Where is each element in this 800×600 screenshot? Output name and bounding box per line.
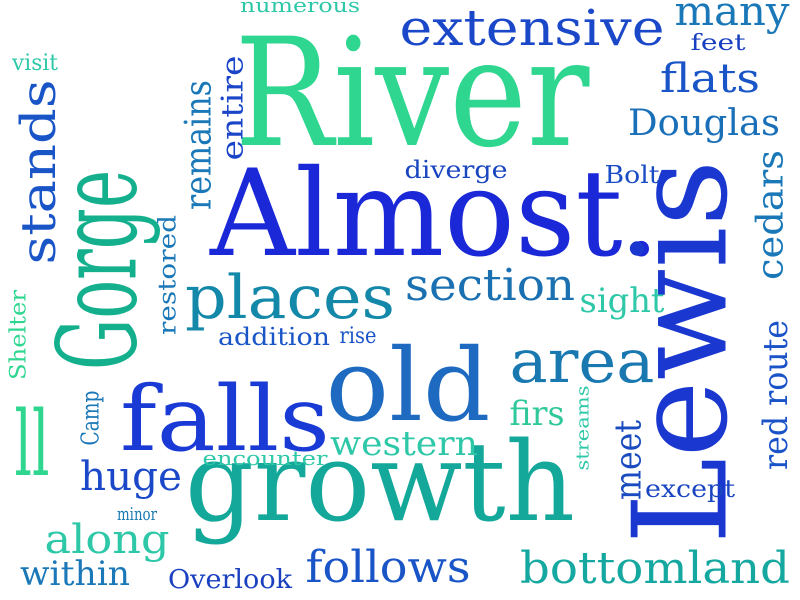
word: encounter: [203, 446, 329, 470]
word: numerous: [240, 0, 360, 17]
word: addition: [218, 323, 330, 351]
word: many: [675, 0, 790, 35]
word: Overlook: [168, 565, 292, 595]
word: bottomland: [520, 543, 790, 594]
word: Shelter: [7, 289, 32, 380]
word: follows: [306, 542, 471, 593]
word: Camp: [76, 391, 104, 446]
word: River: [235, 7, 590, 181]
word: flats: [660, 56, 760, 102]
word: entire: [216, 56, 251, 161]
word: growth: [185, 418, 575, 546]
word: except: [645, 475, 735, 503]
word: feet: [691, 31, 746, 56]
word: Gorge: [34, 170, 162, 370]
word: rise: [340, 324, 377, 349]
word: western: [330, 424, 478, 464]
word: minor: [117, 504, 157, 525]
word: huge: [80, 454, 182, 500]
word: diverge: [405, 156, 508, 184]
word: Bolt: [605, 161, 660, 189]
word: Lewis: [605, 159, 757, 544]
word: section: [405, 260, 575, 311]
word: visit: [11, 51, 58, 76]
word: ll: [15, 392, 50, 497]
word: along: [45, 517, 170, 563]
word: stands: [11, 80, 67, 265]
word: red route: [756, 320, 796, 470]
word: meet: [609, 420, 650, 500]
word: Almost.: [209, 145, 660, 284]
word: Douglas: [628, 103, 780, 144]
word: falls: [120, 367, 330, 472]
word: sight: [580, 281, 665, 321]
word: within: [20, 554, 130, 594]
word: old: [326, 327, 491, 444]
word: restored: [153, 215, 181, 335]
word: remains: [179, 80, 220, 210]
word: extensive: [400, 0, 665, 57]
word: area: [510, 327, 655, 397]
word: streams: [572, 386, 593, 471]
word: places: [185, 263, 395, 333]
word: firs: [510, 394, 565, 434]
word: cedars: [751, 150, 792, 280]
